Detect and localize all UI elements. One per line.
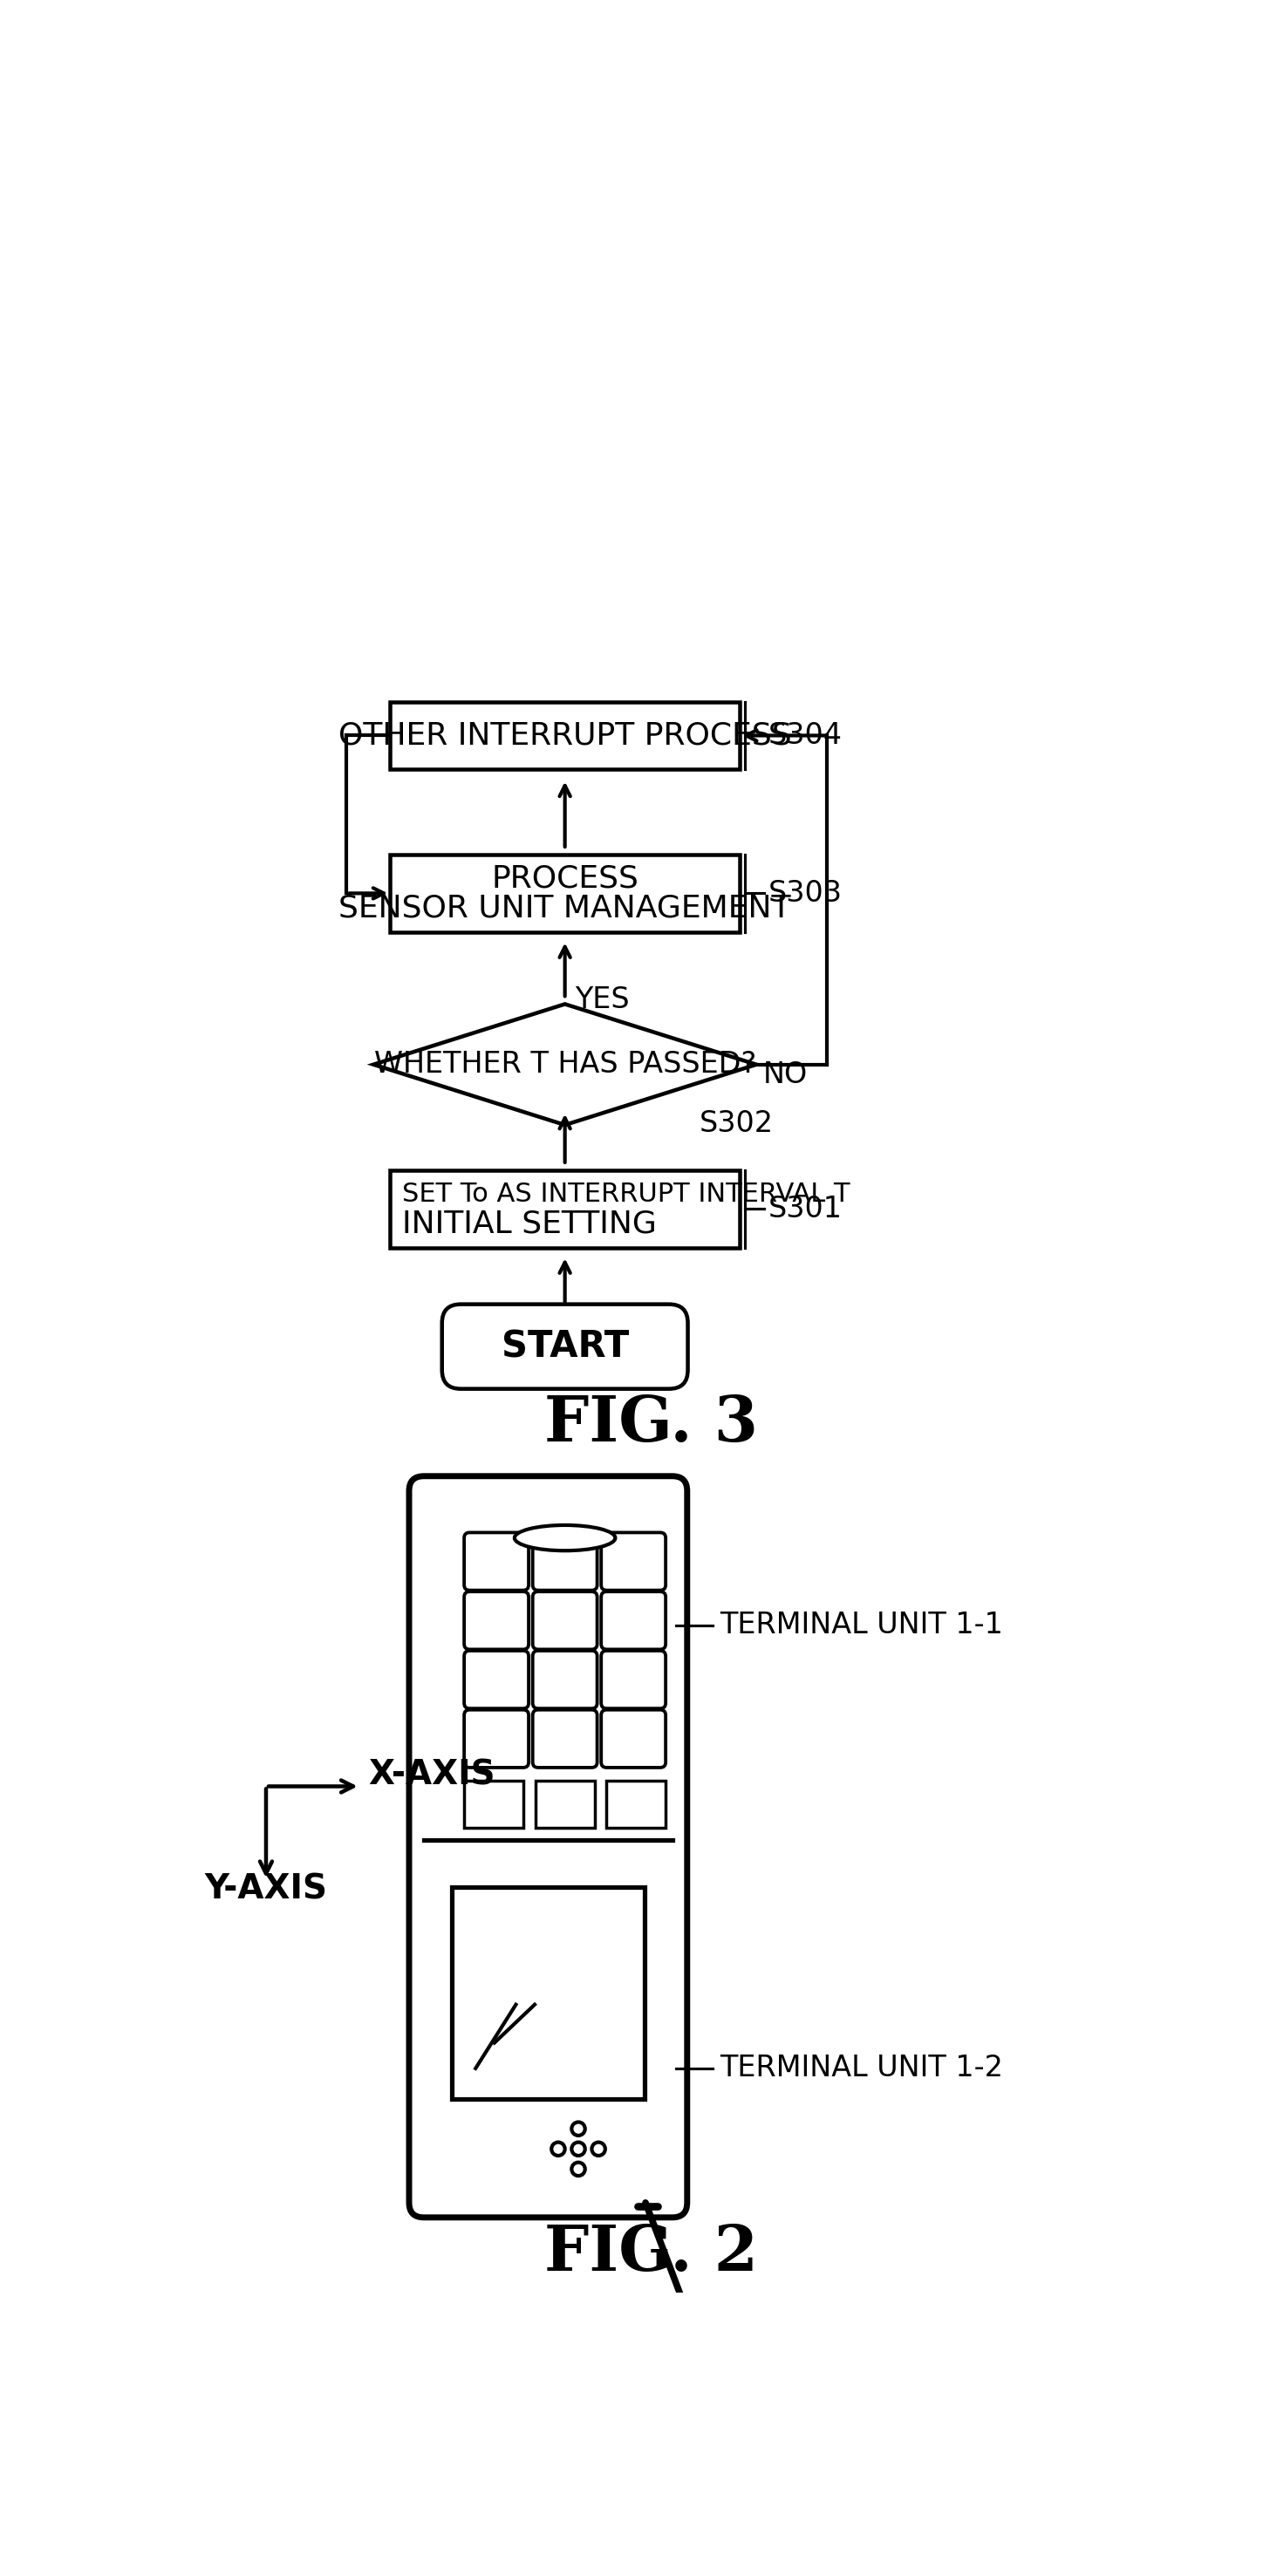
Text: PROCESS: PROCESS (491, 863, 639, 894)
Text: OTHER INTERRUPT PROCESS: OTHER INTERRUPT PROCESS (338, 721, 791, 750)
Bar (536, 1780, 594, 1829)
Text: TERMINAL UNIT 1-2: TERMINAL UNIT 1-2 (719, 2053, 1003, 2084)
FancyBboxPatch shape (409, 1476, 687, 2218)
FancyBboxPatch shape (532, 1710, 597, 1767)
FancyBboxPatch shape (532, 1592, 597, 1649)
FancyBboxPatch shape (442, 1303, 688, 1388)
Text: FIG. 3: FIG. 3 (544, 1394, 758, 1455)
Bar (390, 855, 739, 933)
FancyBboxPatch shape (601, 1592, 665, 1649)
FancyBboxPatch shape (464, 1651, 528, 1708)
Text: WHETHER T HAS PASSED?: WHETHER T HAS PASSED? (373, 1051, 756, 1079)
FancyBboxPatch shape (464, 1710, 528, 1767)
Bar (464, 1780, 523, 1829)
Bar (390, 701, 739, 770)
FancyBboxPatch shape (464, 1533, 528, 1589)
Text: INITIAL SETTING: INITIAL SETTING (403, 1208, 657, 1239)
Text: START: START (502, 1329, 629, 1365)
FancyBboxPatch shape (464, 1592, 528, 1649)
Text: X-AXIS: X-AXIS (368, 1759, 495, 1790)
Text: S301: S301 (768, 1195, 842, 1224)
Text: SET To AS INTERRUPT INTERVAL T: SET To AS INTERRUPT INTERVAL T (403, 1182, 851, 1206)
FancyBboxPatch shape (532, 1533, 597, 1589)
Text: S304: S304 (768, 721, 842, 750)
Ellipse shape (514, 1525, 615, 1551)
Polygon shape (373, 1005, 757, 1126)
FancyBboxPatch shape (601, 1710, 665, 1767)
Bar (607, 1780, 665, 1829)
Text: YES: YES (575, 984, 630, 1015)
Text: TERMINAL UNIT 1-1: TERMINAL UNIT 1-1 (719, 1610, 1003, 1638)
Text: S302: S302 (699, 1110, 773, 1139)
Text: S303: S303 (768, 878, 842, 907)
Text: NO: NO (763, 1061, 808, 1090)
Text: Y-AXIS: Y-AXIS (204, 1873, 328, 1906)
FancyBboxPatch shape (532, 1651, 597, 1708)
FancyBboxPatch shape (601, 1651, 665, 1708)
Text: FIG. 2: FIG. 2 (544, 2223, 758, 2285)
Bar (452, 1888, 644, 2099)
FancyBboxPatch shape (601, 1533, 665, 1589)
Bar (390, 1170, 739, 1247)
Text: SENSOR UNIT MANAGEMENT: SENSOR UNIT MANAGEMENT (339, 894, 791, 922)
